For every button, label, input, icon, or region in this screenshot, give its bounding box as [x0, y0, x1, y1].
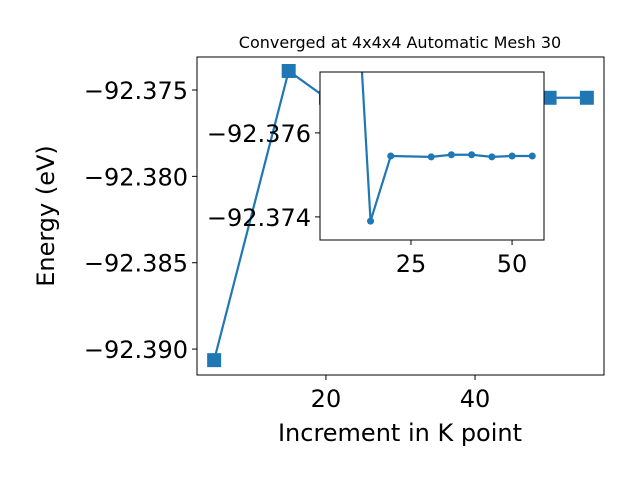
x-tick-label: 50 [497, 250, 528, 278]
y-tick-label: −92.380 [84, 163, 188, 191]
data-point [528, 152, 536, 160]
data-point [447, 151, 455, 159]
y-tick-label: −92.375 [84, 77, 188, 105]
chart-title: Converged at 4x4x4 Automatic Mesh 30 [239, 33, 561, 52]
x-tick-label: 25 [396, 250, 427, 278]
data-point [488, 153, 496, 161]
data-point [468, 151, 476, 159]
y-tick-label: −92.374 [207, 204, 311, 232]
y-tick-label: −92.390 [84, 336, 188, 364]
data-point [427, 153, 435, 161]
x-tick-label: 40 [460, 385, 491, 413]
y-tick-label: −92.385 [84, 250, 188, 278]
y-tick-label: −92.376 [207, 120, 311, 148]
data-point [207, 353, 222, 368]
data-point [281, 63, 296, 78]
plot-area [360, 72, 536, 225]
x-axis-label: Increment in K point [278, 419, 522, 447]
axes-frame [319, 71, 545, 241]
data-point [579, 90, 594, 105]
data-point [367, 217, 375, 225]
data-point [542, 90, 557, 105]
y-axis-label: Energy (eV) [32, 145, 60, 287]
data-point [508, 152, 516, 160]
x-tick-label: 20 [311, 385, 342, 413]
data-point [387, 152, 395, 160]
axes-frame [196, 56, 605, 376]
